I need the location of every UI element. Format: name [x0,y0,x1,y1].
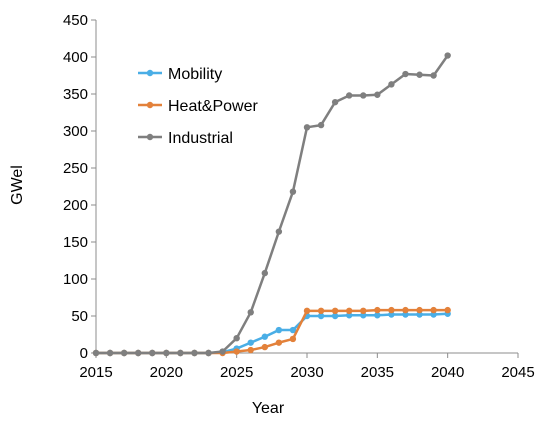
data-point-heat-power [444,306,451,314]
data-point-heat-power [247,346,254,354]
x-tick-label: 2020 [150,364,183,381]
data-point-heat-power [360,307,367,315]
data-point-mobility [360,312,367,319]
data-point-mobility [275,326,283,334]
data-point-mobility [430,311,437,318]
data-point-industrial [444,52,451,59]
x-tick-label: 2040 [431,364,464,381]
series-line-industrial [94,54,449,355]
x-tick-label: 2035 [361,364,394,381]
data-point-mobility [388,311,395,318]
x-tick-label: 2030 [290,364,323,381]
data-point-industrial [346,92,353,99]
x-axis-label: Year [252,400,285,417]
data-point-industrial [219,348,226,355]
data-point-heat-power [331,307,339,315]
data-point-heat-power [430,306,437,314]
legend-label: Mobility [168,66,222,83]
y-tick-label: 100 [63,271,88,288]
data-point-industrial [149,349,156,357]
data-point-heat-power [388,306,395,314]
series-lines [92,52,451,357]
legend-swatch-marker [146,69,154,77]
y-tick-label: 200 [63,197,88,214]
y-tick-label: 50 [71,308,88,325]
data-point-industrial [191,349,198,357]
data-point-industrial [177,349,184,357]
data-point-heat-power [233,348,240,355]
data-point-heat-power [275,339,283,346]
series-line-heat-power [94,308,449,355]
data-point-mobility [289,326,297,334]
data-point-industrial [163,349,170,357]
y-tick-label: 350 [63,86,88,103]
series-mobility [92,310,451,357]
data-point-industrial [360,92,367,99]
legend-item-heat-power: Heat&Power [138,98,258,115]
data-point-mobility [247,339,254,346]
legend-item-mobility: Mobility [138,66,222,83]
data-point-industrial [106,349,114,357]
y-tick-label: 400 [63,49,88,66]
data-point-heat-power [402,306,409,314]
data-point-industrial [205,349,212,357]
legend-item-industrial: Industrial [138,130,233,147]
data-point-industrial [388,81,395,88]
data-point-industrial [317,121,325,129]
y-tick-label: 250 [63,160,88,177]
y-tick-label: 0 [80,345,88,362]
y-tick-label: 300 [63,123,88,140]
legend-swatch-marker [146,101,154,109]
data-point-industrial [233,335,240,342]
data-point-industrial [92,349,100,357]
legend-label: Industrial [168,130,233,147]
y-axis-label: GWel [9,165,26,205]
data-point-industrial [261,269,268,277]
data-point-heat-power [303,307,311,315]
data-point-industrial [416,71,423,78]
legend-swatch-marker [146,133,154,141]
data-point-mobility [331,312,339,320]
data-point-industrial [289,188,297,195]
data-point-mobility [402,311,409,318]
data-point-mobility [317,312,325,320]
data-point-industrial [331,98,339,106]
data-point-mobility [346,312,353,319]
data-point-industrial [303,124,311,131]
axes: 0 50 100 150 200 250 300 350 400 450 2015 2020 2025 2… [63,12,535,381]
data-point-heat-power [374,306,381,314]
data-point-industrial [275,228,283,235]
data-point-mobility [261,333,268,340]
series-line-mobility [94,312,449,355]
data-point-mobility [374,312,381,319]
legend-label: Heat&Power [168,98,258,115]
data-point-heat-power [346,307,353,315]
data-point-industrial [374,91,381,98]
data-point-industrial [120,349,128,357]
legend: Mobility Heat&Power Industrial [138,66,258,147]
y-tick-label: 150 [63,234,88,251]
y-tick-label: 450 [63,12,88,29]
data-point-industrial [430,72,437,79]
data-point-heat-power [416,306,423,314]
data-point-heat-power [261,343,268,351]
data-point-industrial [247,309,254,316]
data-point-industrial [402,70,409,78]
x-tick-label: 2025 [220,364,253,381]
x-tick-label: 2045 [501,364,534,381]
data-point-heat-power [317,307,325,315]
series-industrial [92,52,451,357]
x-tick-label: 2015 [79,364,112,381]
data-point-mobility [416,311,423,318]
data-point-industrial [135,349,142,357]
data-point-heat-power [289,335,297,343]
